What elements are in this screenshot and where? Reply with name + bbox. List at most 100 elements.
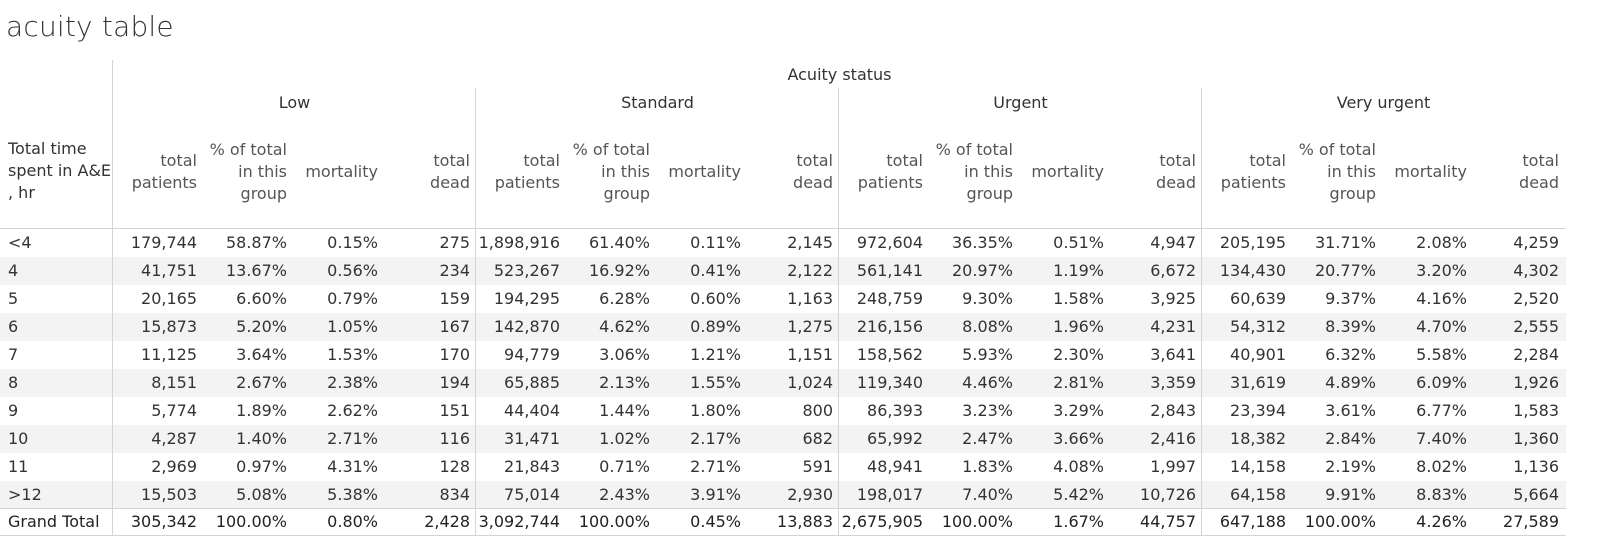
table-row-cell: 3.91% [690, 485, 741, 504]
table-row-cell: 5.58% [1416, 345, 1467, 364]
row-band [0, 313, 1566, 341]
table-row-cell: 0.15% [327, 233, 378, 252]
table-row-cell: 3.66% [1053, 429, 1104, 448]
table-row-cell: 60,639 [1230, 289, 1286, 308]
table-row-cell: 179,744 [130, 233, 197, 252]
measure-header: total [1522, 151, 1559, 170]
table-row-cell: 2,969 [151, 457, 197, 476]
measure-header: % of total [935, 140, 1013, 159]
table-row-label: 5 [8, 289, 19, 308]
table-row-label: 6 [8, 317, 19, 336]
table-row-cell: 1,136 [1513, 457, 1559, 476]
grand-total-row-cell: 3,092,744 [478, 512, 560, 531]
table-row-cell: 41,751 [141, 261, 197, 280]
measure-header: in this [601, 162, 650, 181]
grand-total-row-cell: 4.26% [1416, 512, 1467, 531]
table-row-label: 11 [8, 457, 29, 476]
table-row-cell: 591 [802, 457, 833, 476]
table-row-cell: 1.19% [1053, 261, 1104, 280]
table-row-cell: 2.84% [1325, 429, 1376, 448]
table-row-cell: 8.83% [1416, 485, 1467, 504]
measure-header: total [886, 151, 923, 170]
table-row-cell: 116 [439, 429, 470, 448]
table-row-cell: 1.80% [690, 401, 741, 420]
grand-total-row-cell: 1.67% [1053, 512, 1104, 531]
table-row-cell: 3,925 [1150, 289, 1196, 308]
measure-header: % of total [209, 140, 287, 159]
grand-total-row-cell: 100.00% [215, 512, 287, 531]
table-row-label: <4 [8, 233, 32, 252]
table-row-cell: 65,885 [504, 373, 560, 392]
table-row-cell: 0.56% [327, 261, 378, 280]
measure-header: group [603, 184, 650, 203]
table-row-cell: 2,145 [787, 233, 833, 252]
table-row-cell: 142,870 [493, 317, 560, 336]
table-row-cell: 1.21% [690, 345, 741, 364]
table-row-cell: 2.67% [236, 373, 287, 392]
table-row-cell: 2,122 [787, 261, 833, 280]
table-row-cell: 18,382 [1230, 429, 1286, 448]
measure-header: patients [131, 173, 197, 192]
table-row-label: 4 [8, 261, 19, 280]
table-row-label: 9 [8, 401, 19, 420]
table-row-cell: 4,231 [1150, 317, 1196, 336]
table-row-cell: 2.71% [327, 429, 378, 448]
table-row-cell: 4.16% [1416, 289, 1467, 308]
table-row-cell: 9.91% [1325, 485, 1376, 504]
table-row-cell: 0.97% [236, 457, 287, 476]
table-row-cell: 128 [439, 457, 470, 476]
table-row-cell: 1,151 [787, 345, 833, 364]
grand-total-row-label: Grand Total [8, 512, 100, 531]
group-header-urgent: Urgent [993, 93, 1048, 112]
column-header: Acuity status [787, 65, 892, 84]
table-row-cell: 1.83% [962, 457, 1013, 476]
measure-header: % of total [572, 140, 650, 159]
table-row-cell: 5.38% [327, 485, 378, 504]
measure-header: mortality [1031, 162, 1104, 181]
table-row-cell: 65,992 [867, 429, 923, 448]
table-row-label: 8 [8, 373, 19, 392]
table-row-cell: 8.08% [962, 317, 1013, 336]
measure-header: % of total [1298, 140, 1376, 159]
divider [838, 88, 839, 536]
table-row-cell: 2,520 [1513, 289, 1559, 308]
table-row-cell: 20.77% [1314, 261, 1376, 280]
measure-header: in this [964, 162, 1013, 181]
table-row-cell: 170 [439, 345, 470, 364]
table-row-cell: 1,898,916 [478, 233, 560, 252]
measure-header: total [433, 151, 470, 170]
table-row-cell: 4.70% [1416, 317, 1467, 336]
table-row-cell: 31,619 [1230, 373, 1286, 392]
table-row-cell: 167 [439, 317, 470, 336]
table-row-cell: 3.23% [962, 401, 1013, 420]
table-row-cell: 834 [439, 485, 470, 504]
table-row-cell: 5.42% [1053, 485, 1104, 504]
divider [475, 88, 476, 536]
table-row-cell: 5.93% [962, 345, 1013, 364]
table-row-cell: 1,360 [1513, 429, 1559, 448]
grand-total-row-cell: 44,757 [1140, 512, 1196, 531]
table-row-cell: 31,471 [504, 429, 560, 448]
table-row-cell: 94,779 [504, 345, 560, 364]
table-row-cell: 14,158 [1230, 457, 1286, 476]
table-row-cell: 198,017 [856, 485, 923, 504]
table-row-cell: 4.31% [327, 457, 378, 476]
measure-header: in this [1327, 162, 1376, 181]
row-header: Total time [8, 139, 87, 158]
table-row-cell: 10,726 [1140, 485, 1196, 504]
table-row-cell: 3.06% [599, 345, 650, 364]
table-row-cell: 2,284 [1513, 345, 1559, 364]
table-row-cell: 205,195 [1219, 233, 1286, 252]
table-row-cell: 61.40% [588, 233, 650, 252]
table-row-cell: 9.30% [962, 289, 1013, 308]
table-row-cell: 3,359 [1150, 373, 1196, 392]
table-row-cell: 6.60% [236, 289, 287, 308]
table-row-cell: 1.96% [1053, 317, 1104, 336]
table-row-cell: 48,941 [867, 457, 923, 476]
table-row-cell: 134,430 [1219, 261, 1286, 280]
table-row-label: 7 [8, 345, 19, 364]
table-row-cell: 15,503 [141, 485, 197, 504]
measure-header: dead [1156, 173, 1196, 192]
measure-header: in this [238, 162, 287, 181]
